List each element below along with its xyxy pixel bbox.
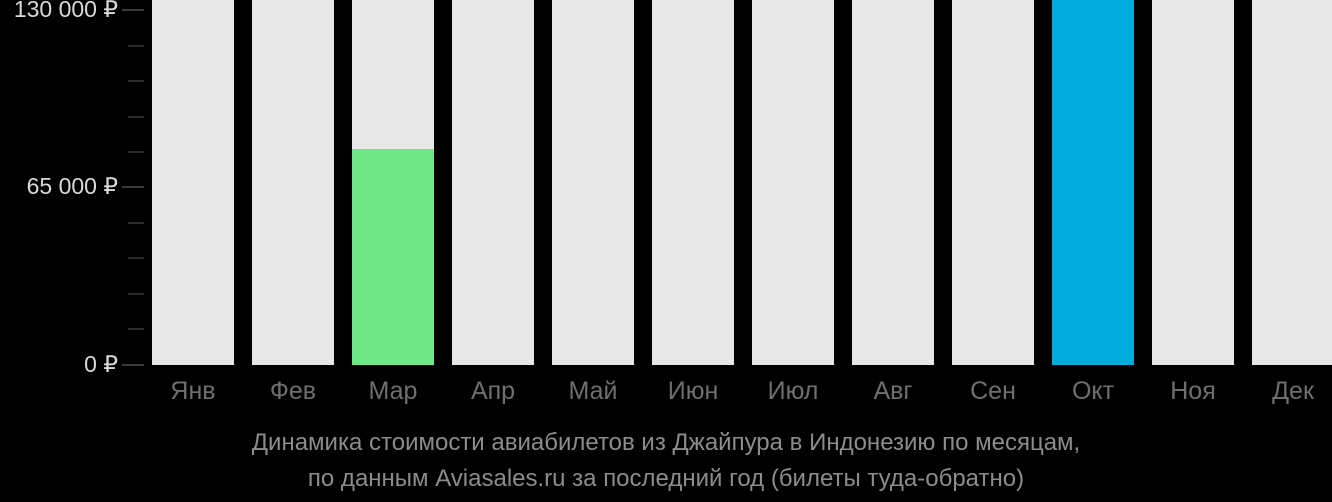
- chart-caption: Динамика стоимости авиабилетов из Джайпу…: [0, 425, 1332, 497]
- x-axis: Янв Фев Мар Апр Май Июн Июл Авг Сен Окт Ноя Дек: [152, 374, 1332, 416]
- bar-slot-фев[interactable]: [252, 0, 334, 365]
- bar-value-мар[interactable]: [352, 149, 434, 365]
- bar-slot-апр[interactable]: [452, 0, 534, 365]
- bar-value-окт[interactable]: [1052, 0, 1134, 365]
- bar-slot-сен[interactable]: [952, 0, 1034, 365]
- x-axis-label-фев: Фев: [269, 377, 317, 405]
- bar-slot-июл[interactable]: [752, 0, 834, 365]
- y-axis-tick-minor-13000: [128, 328, 144, 330]
- bar-slot-янв[interactable]: [152, 0, 234, 365]
- caption-line-2: по данным Aviasales.ru за последний год …: [307, 465, 1025, 492]
- y-axis-tick-minor-117000: [128, 45, 144, 47]
- x-axis-label-окт: Окт: [1071, 377, 1115, 405]
- bar-track-сен: [952, 0, 1034, 365]
- bar-track-апр: [452, 0, 534, 365]
- bar-slot-июн[interactable]: [652, 0, 734, 365]
- bar-track-июн: [652, 0, 734, 365]
- y-axis-tick-minor-39000: [128, 257, 144, 259]
- bar-track-фев: [252, 0, 334, 365]
- bar-track-май: [552, 0, 634, 365]
- bar-slot-дек[interactable]: [1252, 0, 1332, 365]
- caption-line-1: Динамика стоимости авиабилетов из Джайпу…: [251, 429, 1081, 456]
- y-axis-tick-minor-104000: [128, 80, 144, 82]
- bar-track-ноя: [1152, 0, 1234, 365]
- x-axis-label-дек: Дек: [1272, 377, 1314, 405]
- x-axis-label-янв: Янв: [170, 377, 216, 405]
- bar-slot-ноя[interactable]: [1152, 0, 1234, 365]
- y-axis-label-mid: 65 000 ₽: [26, 173, 118, 199]
- y-axis-tick-major-0: [122, 364, 144, 366]
- y-axis-tick-minor-52000: [128, 222, 144, 224]
- x-axis-label-ноя: Ноя: [1170, 377, 1216, 405]
- bar-slot-май[interactable]: [552, 0, 634, 365]
- x-axis-label-июн: Июн: [667, 377, 719, 405]
- y-axis-tick-minor-78000: [128, 151, 144, 153]
- plot-area: [152, 0, 1332, 365]
- y-axis: 130 000 ₽ 65 000 ₽ 0 ₽: [0, 0, 152, 376]
- y-axis-tick-minor-26000: [128, 293, 144, 295]
- y-axis-tick-major-65000: [122, 186, 144, 188]
- bar-slot-окт[interactable]: [1052, 0, 1134, 365]
- x-axis-label-июл: Июл: [767, 377, 819, 405]
- x-axis-label-апр: Апр: [470, 377, 516, 405]
- bar-track-янв: [152, 0, 234, 365]
- bar-slot-мар[interactable]: [352, 0, 434, 365]
- x-axis-label-авг: Авг: [873, 377, 913, 405]
- x-axis-label-мар: Мар: [368, 377, 418, 405]
- bar-slot-авг[interactable]: [852, 0, 934, 365]
- bar-track-авг: [852, 0, 934, 365]
- y-axis-tick-major-130000: [122, 9, 144, 11]
- y-axis-label-min: 0 ₽: [84, 351, 118, 377]
- bar-track-дек: [1252, 0, 1332, 365]
- y-axis-label-max: 130 000 ₽: [13, 0, 118, 22]
- y-axis-tick-minor-91000: [128, 116, 144, 118]
- x-axis-label-май: Май: [568, 377, 618, 405]
- bar-track-июл: [752, 0, 834, 365]
- x-axis-label-сен: Сен: [970, 377, 1016, 405]
